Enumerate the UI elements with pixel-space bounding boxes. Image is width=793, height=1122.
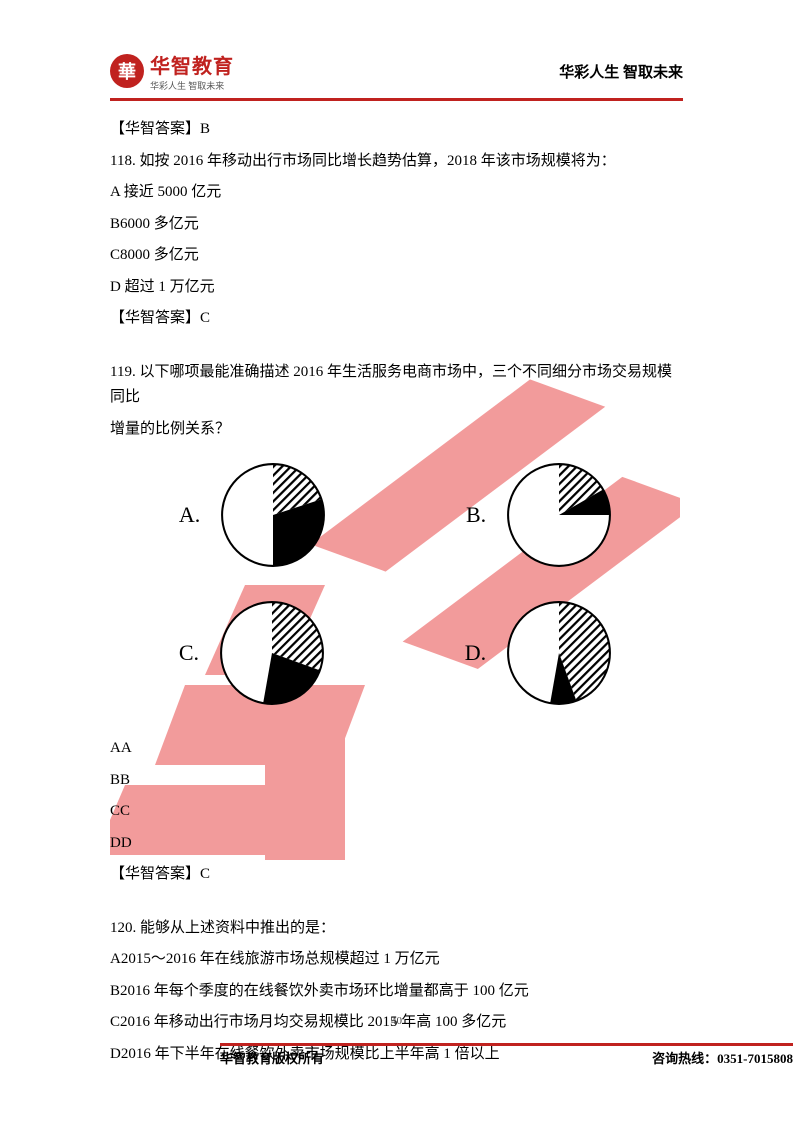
pie-chart-c <box>217 598 327 708</box>
q118-option-b: B6000 多亿元 <box>110 212 683 238</box>
logo-block: 華 华智教育 华彩人生 智取未来 <box>110 50 234 92</box>
pie-row-1: A. B. <box>110 460 683 570</box>
pie-row-2: C. D. <box>110 598 683 708</box>
header: 華 华智教育 华彩人生 智取未来 华彩人生 智取未来 <box>110 50 683 101</box>
pie-chart-a <box>218 460 328 570</box>
content: 【华智答案】B 118. 如按 2016 年移动出行市场同比增长趋势估算，201… <box>110 101 683 1067</box>
q119-option-bb: BB <box>110 768 683 794</box>
footer-right: 咨询热线：0351-7015808 <box>652 1048 793 1067</box>
footer-left: 华智教育版权所有 <box>220 1048 324 1067</box>
logo-sub: 华彩人生 智取未来 <box>150 79 234 92</box>
answer-119: 【华智答案】C <box>110 862 683 888</box>
q119-stem-line1: 119. 以下哪项最能准确描述 2016 年生活服务电商市场中，三个不同细分市场… <box>110 360 683 411</box>
pie-a-unit: A. <box>179 460 328 570</box>
q120-option-b: B2016 年每个季度的在线餐饮外卖市场环比增量都高于 100 亿元 <box>110 979 683 1005</box>
footer: 华智教育版权所有 咨询热线：0351-7015808 <box>220 1043 793 1067</box>
logo-main: 华智教育 <box>150 50 234 79</box>
pie-b-unit: B. <box>466 460 614 570</box>
q119: 119. 以下哪项最能准确描述 2016 年生活服务电商市场中，三个不同细分市场… <box>110 360 683 888</box>
q118-option-a: A 接近 5000 亿元 <box>110 180 683 206</box>
q119-stem-line2: 增量的比例关系？ <box>110 417 683 443</box>
page: 華 华智教育 华彩人生 智取未来 华彩人生 智取未来 【华智答案】B 118. … <box>0 0 793 1122</box>
pie-a-label: A. <box>179 496 200 533</box>
pie-chart-b <box>504 460 614 570</box>
pie-c-unit: C. <box>179 598 327 708</box>
logo-text: 华智教育 华彩人生 智取未来 <box>150 50 234 92</box>
pie-b-label: B. <box>466 496 486 533</box>
q119-option-dd: DD <box>110 831 683 857</box>
answer-118: 【华智答案】C <box>110 306 683 332</box>
pie-c-label: C. <box>179 634 199 671</box>
q119-option-cc: CC <box>110 799 683 825</box>
pie-chart-d <box>504 598 614 708</box>
answer-117: 【华智答案】B <box>110 117 683 143</box>
pie-chart-grid: A. B. C. D. <box>110 460 683 708</box>
pie-d-label: D. <box>465 634 486 671</box>
q120-stem: 120. 能够从上述资料中推出的是： <box>110 916 683 942</box>
pie-d-unit: D. <box>465 598 614 708</box>
q119-option-aa: AA <box>110 736 683 762</box>
slogan: 华彩人生 智取未来 <box>559 61 683 82</box>
q118-stem: 118. 如按 2016 年移动出行市场同比增长趋势估算，2018 年该市场规模… <box>110 149 683 175</box>
q118-option-d: D 超过 1 万亿元 <box>110 275 683 301</box>
q120-option-a: A2015～2016 年在线旅游市场总规模超过 1 万亿元 <box>110 947 683 973</box>
page-number: 40 <box>110 1015 683 1027</box>
logo-icon: 華 <box>110 54 144 88</box>
q118-option-c: C8000 多亿元 <box>110 243 683 269</box>
